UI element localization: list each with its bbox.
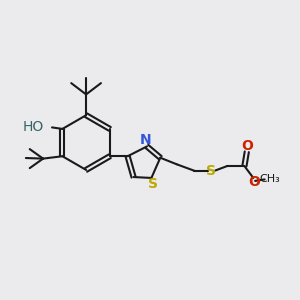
- Text: HO: HO: [23, 119, 44, 134]
- Text: S: S: [148, 178, 158, 191]
- Text: O: O: [249, 175, 260, 189]
- Text: S: S: [206, 164, 216, 178]
- Text: O: O: [241, 140, 253, 153]
- Text: N: N: [140, 134, 151, 148]
- Text: CH₃: CH₃: [260, 174, 280, 184]
